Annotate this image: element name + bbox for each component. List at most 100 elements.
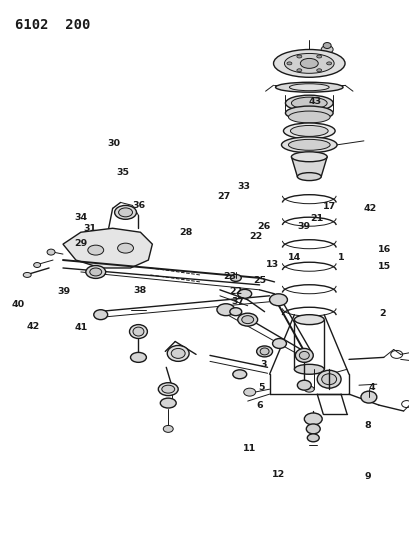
Ellipse shape [34,263,40,268]
Ellipse shape [316,55,321,58]
Text: 12: 12 [271,470,284,479]
Text: 15: 15 [377,262,390,271]
Ellipse shape [90,268,101,276]
Ellipse shape [243,388,255,396]
Ellipse shape [284,53,333,74]
Text: 6: 6 [256,401,263,410]
Ellipse shape [256,346,272,357]
Text: 42: 42 [363,204,376,213]
Ellipse shape [130,352,146,362]
Ellipse shape [285,95,333,111]
Ellipse shape [115,205,136,219]
Ellipse shape [171,349,185,358]
Polygon shape [291,157,326,176]
Text: 34: 34 [74,213,88,222]
Ellipse shape [294,314,324,325]
Ellipse shape [306,424,319,434]
Ellipse shape [273,50,344,77]
Ellipse shape [307,434,319,442]
Text: 40: 40 [12,300,25,309]
Ellipse shape [237,289,251,298]
Ellipse shape [285,106,333,120]
Ellipse shape [275,82,342,92]
Ellipse shape [317,370,340,388]
Text: 33: 33 [237,182,250,190]
Ellipse shape [296,69,301,72]
Ellipse shape [291,152,326,161]
Polygon shape [63,228,152,268]
Ellipse shape [321,374,336,385]
Ellipse shape [133,327,144,336]
Ellipse shape [23,272,31,277]
Ellipse shape [303,386,313,392]
Text: 14: 14 [287,253,301,262]
Ellipse shape [296,55,301,58]
Text: 4: 4 [368,383,374,392]
Ellipse shape [288,139,329,150]
Ellipse shape [118,208,132,217]
Ellipse shape [300,59,317,68]
Ellipse shape [269,294,287,306]
Ellipse shape [167,345,189,361]
Text: 41: 41 [74,323,88,332]
Text: 23: 23 [222,271,236,280]
Ellipse shape [291,97,326,109]
Ellipse shape [94,310,108,320]
Ellipse shape [85,265,106,278]
Ellipse shape [281,137,336,153]
Text: 6102  200: 6102 200 [15,18,90,31]
Text: 35: 35 [116,168,129,177]
Text: 16: 16 [377,245,390,254]
Text: 27: 27 [217,192,230,201]
Ellipse shape [294,349,312,362]
Ellipse shape [216,304,234,316]
Text: 2: 2 [378,309,384,318]
Ellipse shape [286,62,291,65]
Ellipse shape [303,413,321,425]
Text: 3: 3 [260,360,267,369]
Text: 22: 22 [249,232,262,241]
Text: 21: 21 [310,214,323,223]
Text: 25: 25 [253,276,266,285]
Ellipse shape [232,370,246,379]
Text: 8: 8 [364,421,371,430]
Ellipse shape [160,398,176,408]
Ellipse shape [321,375,335,384]
Text: 11: 11 [243,443,256,453]
Ellipse shape [163,425,173,432]
Ellipse shape [259,348,268,355]
Ellipse shape [230,274,240,281]
Ellipse shape [297,380,310,390]
Ellipse shape [290,125,327,136]
Ellipse shape [322,43,330,49]
Ellipse shape [289,84,328,91]
Ellipse shape [117,243,133,253]
Ellipse shape [299,351,308,359]
Ellipse shape [162,385,174,393]
Text: 5: 5 [258,383,265,392]
Text: 38: 38 [133,286,146,295]
Text: 30: 30 [108,139,120,148]
Text: 31: 31 [83,224,97,233]
Text: 29: 29 [74,239,88,248]
Text: 22: 22 [229,287,242,296]
Ellipse shape [297,173,320,181]
Text: 39: 39 [297,222,310,231]
Ellipse shape [360,391,376,403]
Text: 28: 28 [178,228,192,237]
Text: 43: 43 [308,97,321,106]
Text: 36: 36 [132,200,145,209]
Text: 39: 39 [57,287,70,296]
Ellipse shape [320,45,333,53]
Ellipse shape [272,338,286,349]
Text: 17: 17 [322,201,335,211]
Text: 37: 37 [230,297,243,306]
Text: 13: 13 [265,260,278,269]
Ellipse shape [88,245,103,255]
Ellipse shape [283,123,334,139]
Text: 26: 26 [257,222,270,231]
Text: 1: 1 [337,253,344,262]
Ellipse shape [237,313,257,326]
Ellipse shape [241,316,253,324]
Ellipse shape [294,365,324,374]
